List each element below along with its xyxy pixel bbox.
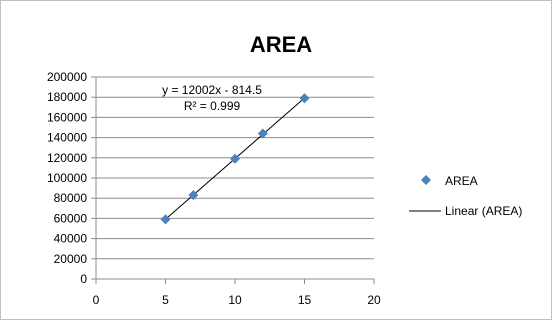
x-tick-label: 5 [162, 293, 169, 307]
y-tick-label: 180000 [47, 90, 87, 104]
y-tick-label: 40000 [54, 232, 88, 246]
x-tick-labels: 0 5 10 15 20 [93, 293, 381, 307]
y-tick-label: 80000 [54, 191, 88, 205]
chart-title: AREA [250, 32, 312, 57]
x-tick-label: 20 [367, 293, 381, 307]
legend: AREA Linear (AREA) [409, 174, 522, 218]
y-tick-labels: 0 20000 40000 60000 80000 100000 120000 140000 1… [47, 70, 87, 286]
x-tick-label: 0 [93, 293, 100, 307]
data-point [257, 128, 268, 139]
data-point [299, 93, 310, 104]
axes [95, 77, 375, 284]
y-tick-label: 100000 [47, 171, 87, 185]
gridlines [91, 76, 374, 280]
x-tick-label: 10 [228, 293, 242, 307]
y-tick-label: 0 [80, 272, 87, 286]
legend-label-linear: Linear (AREA) [445, 204, 522, 218]
y-tick-label: 140000 [47, 131, 87, 145]
legend-marker-area [421, 175, 431, 185]
data-point [230, 153, 240, 164]
data-points [160, 93, 310, 225]
data-point [188, 190, 199, 201]
y-tick-label: 60000 [54, 211, 88, 225]
y-tick-label: 200000 [47, 70, 87, 84]
legend-label-area: AREA [445, 174, 478, 188]
y-tick-label: 160000 [47, 110, 87, 124]
trendline-r2: R² = 0.999 [184, 99, 241, 113]
y-tick-label: 120000 [47, 151, 87, 165]
data-point [160, 214, 171, 225]
trendline-equation: y = 12002x - 814.5 [162, 83, 262, 97]
y-tick-label: 20000 [54, 252, 88, 266]
x-tick-label: 15 [298, 293, 312, 307]
